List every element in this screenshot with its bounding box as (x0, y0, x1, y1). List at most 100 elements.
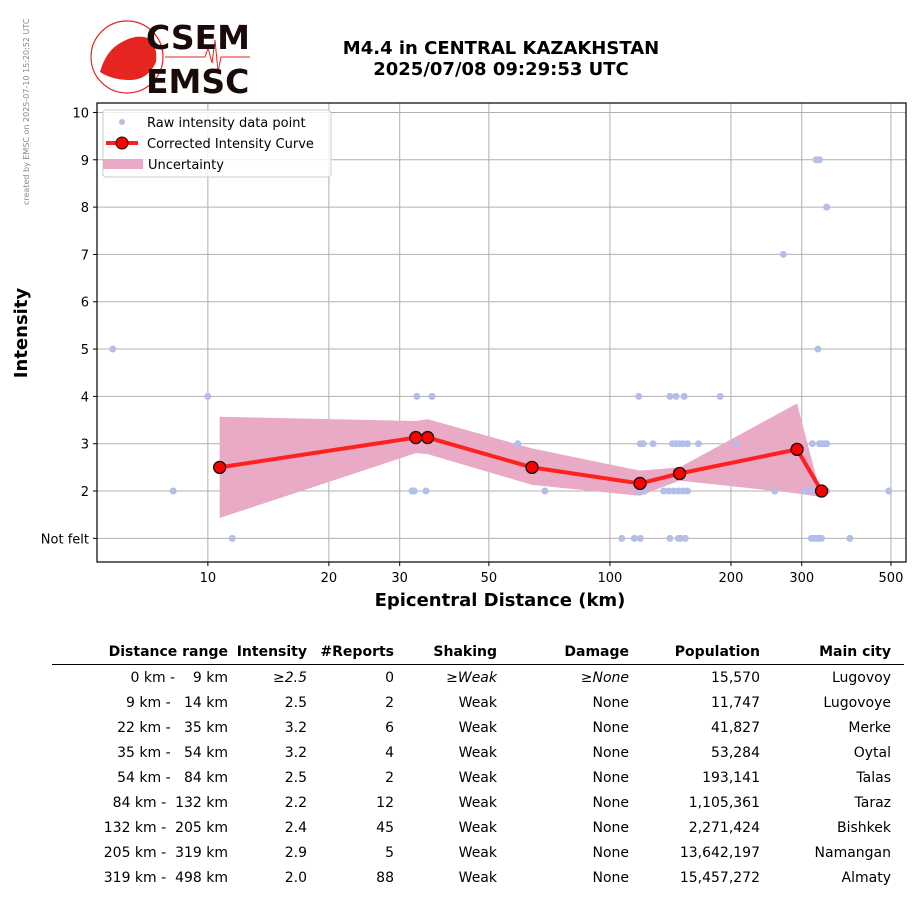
y-tick-label: 3 (81, 438, 89, 453)
table-cell: Almaty (841, 869, 891, 886)
table-cell: Bishkek (837, 819, 891, 836)
table-cell: Merke (848, 719, 891, 736)
title-line2: 2025/07/08 09:29:53 UTC (373, 59, 629, 80)
raw-data-point (779, 250, 787, 258)
svg-text:CSEM: CSEM (146, 18, 250, 57)
raw-data-point (732, 440, 740, 448)
x-tick-label: 200 (719, 571, 744, 586)
raw-data-point (885, 487, 893, 495)
raw-data-point (716, 392, 724, 400)
table-cell: 3.2 (284, 719, 307, 736)
legend: Raw intensity data point Corrected Inten… (102, 109, 332, 178)
table-cell: 2.2 (284, 794, 307, 811)
x-axis-label: Epicentral Distance (km) (375, 590, 626, 611)
table-cell: 1,105,361 (688, 794, 760, 811)
table-cell: Weak (458, 869, 497, 886)
raw-data-point (514, 440, 522, 448)
table-cell: Weak (458, 719, 497, 736)
column-header: Population (629, 640, 760, 665)
curve-marker (672, 466, 687, 481)
table-cell: 2.9 (284, 844, 307, 861)
raw-data-point (228, 534, 236, 542)
table-cell: 88 (376, 869, 394, 886)
curve-marker (790, 442, 804, 457)
table-cell: ≥None (580, 669, 629, 686)
raw-data-point (422, 487, 430, 495)
y-tick-label: 6 (81, 296, 89, 311)
table-cell: None (592, 719, 629, 736)
x-tick-label: 500 (879, 571, 904, 586)
raw-data-point (684, 440, 692, 448)
table-cell: 205 km - 319 km (103, 844, 228, 861)
curve-marker (213, 460, 227, 475)
curve-marker (420, 430, 435, 445)
table-row: 205 km - 319 km 2.9 5 Weak None 13,642,197 Nam… (52, 840, 904, 865)
table-cell: 5 (385, 844, 394, 861)
column-header: Distance range (52, 640, 228, 665)
y-tick-label: Not felt (41, 532, 89, 547)
table-cell: 193,141 (702, 769, 760, 786)
raw-data-point (541, 487, 549, 495)
raw-data-point (823, 440, 831, 448)
raw-data-point (665, 487, 673, 495)
column-header: Intensity (228, 640, 307, 665)
table-row: 54 km - 84 km 2.5 2 Weak None 193,141 Talas (52, 765, 904, 790)
curve-marker (814, 484, 829, 498)
table-cell: 9 km - 14 km (126, 694, 228, 711)
table-cell: None (592, 844, 629, 861)
table-cell: Weak (458, 694, 497, 711)
table-cell: 3.2 (284, 744, 307, 761)
table-row: 0 km - 9 km ≥2.5 0 ≥Weak ≥None 15,570 Lugovoy (52, 665, 904, 691)
legend-uncertainty: Uncertainty (148, 158, 224, 173)
table-cell: 11,747 (711, 694, 760, 711)
table-cell: ≥2.5 (273, 669, 307, 686)
table-cell: ≥Weak (446, 669, 497, 686)
raw-data-point (823, 203, 831, 211)
raw-data-point (666, 534, 674, 542)
table-row: 9 km - 14 km 2.5 2 Weak None 11,747 Lugovoye (52, 690, 904, 715)
x-tick-label: 50 (481, 571, 498, 586)
chart-title: M4.4 in CENTRAL KAZAKHSTAN 2025/07/08 09… (300, 38, 702, 80)
table-cell: None (592, 769, 629, 786)
intensity-table: Distance range Intensity #Reports Shaking Da… (52, 640, 904, 890)
y-tick-label: 7 (81, 248, 89, 263)
raw-data-point (410, 487, 418, 495)
table-cell: 2.0 (284, 869, 307, 886)
table-cell: 2.5 (284, 769, 307, 786)
table-cell: 22 km - 35 km (117, 719, 228, 736)
legend-raw: Raw intensity data point (147, 116, 306, 131)
table-cell: 45 (376, 819, 394, 836)
table-cell: 2.5 (284, 694, 307, 711)
table-cell: Namangan (814, 844, 891, 861)
column-header: Main city (760, 640, 904, 665)
column-header: Shaking (394, 640, 497, 665)
table-cell: 41,827 (711, 719, 760, 736)
table-cell: 53,284 (711, 744, 760, 761)
raw-data-point (639, 440, 647, 448)
x-tick-label: 300 (789, 571, 814, 586)
table-cell: 132 km - 205 km (103, 819, 228, 836)
curve-marker (633, 476, 647, 491)
raw-data-point (636, 534, 644, 542)
table-cell: 54 km - 84 km (117, 769, 228, 786)
y-axis-label: Intensity (11, 288, 32, 379)
raw-data-point (846, 534, 854, 542)
table-cell: 15,457,272 (679, 869, 760, 886)
table-row: 132 km - 205 km 2.4 45 Weak None 2,271,424 Bis… (52, 815, 904, 840)
legend-curve: Corrected Intensity Curve (147, 137, 314, 152)
table-row: 84 km - 132 km 2.2 12 Weak None 1,105,361 Tara… (52, 790, 904, 815)
table-cell: 319 km - 498 km (103, 869, 228, 886)
raw-data-point (801, 487, 809, 495)
table-cell: None (592, 744, 629, 761)
table-cell: 12 (376, 794, 394, 811)
y-tick-label: 4 (81, 390, 89, 405)
table-row: 35 km - 54 km 3.2 4 Weak None 53,284 Oytal (52, 740, 904, 765)
table-cell: None (592, 694, 629, 711)
raw-data-point (109, 345, 117, 353)
x-tick-label: 20 (321, 571, 338, 586)
raw-data-point (630, 534, 638, 542)
table-cell: 2.4 (284, 819, 307, 836)
table-cell: 2,271,424 (688, 819, 760, 836)
raw-data-point (694, 440, 702, 448)
raw-data-point (818, 534, 826, 542)
